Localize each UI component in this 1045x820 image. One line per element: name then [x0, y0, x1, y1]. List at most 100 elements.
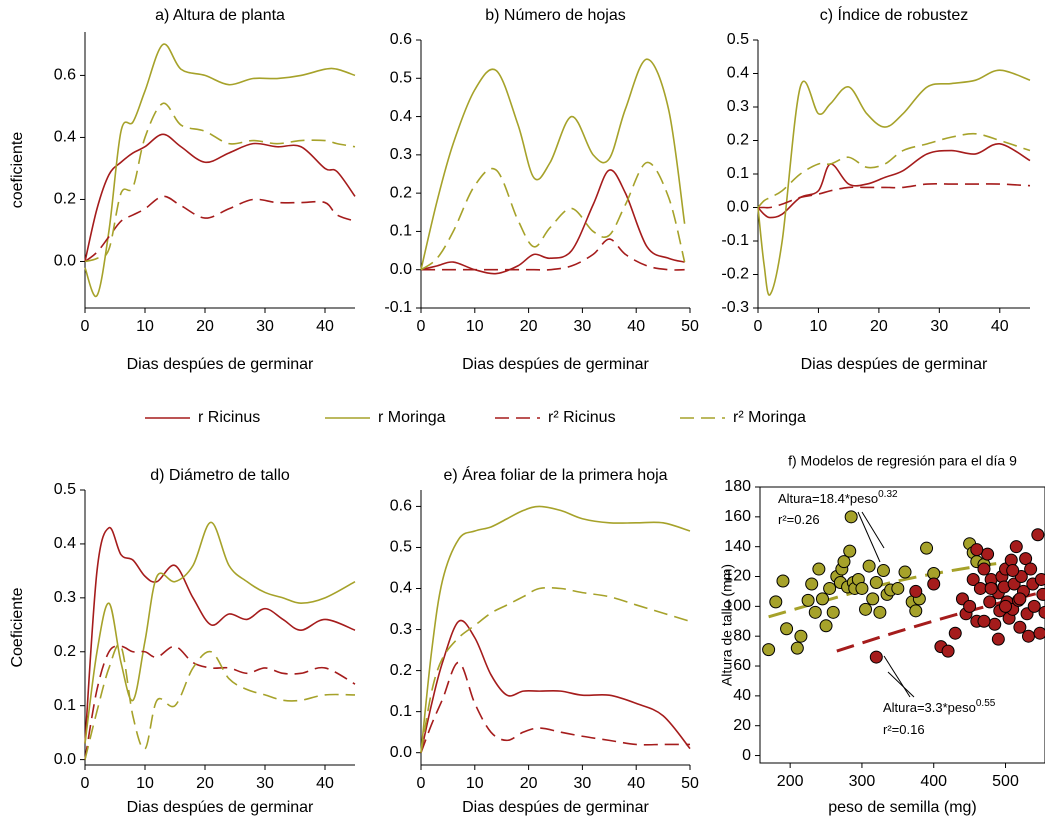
x-tick-label: 40	[316, 775, 334, 792]
data-point	[963, 599, 977, 613]
series-line	[84, 195, 356, 263]
data-point	[909, 584, 923, 598]
y-tick-label: -0.3	[721, 299, 749, 316]
panel: d) Diámetro de tallo 0.0 0.1 0.2 0.3 0.4 0.5 0 1…	[9, 467, 356, 816]
data-point	[876, 564, 890, 578]
x-tick-label: 30	[574, 318, 592, 335]
y-tick-label: -0.1	[721, 232, 749, 249]
y-tick-label: 0.3	[390, 621, 412, 638]
x-tick-label: 0	[754, 318, 763, 335]
chart-title: a) Altura de planta	[155, 7, 285, 24]
data-point	[815, 592, 829, 606]
data-point	[855, 581, 869, 595]
data-point	[970, 543, 984, 557]
data-point	[869, 575, 883, 589]
x-tick-label: 400	[920, 773, 947, 790]
x-tick-label: 10	[466, 318, 484, 335]
x-tick-label: 500	[992, 773, 1019, 790]
x-tick-label: 40	[991, 318, 1009, 335]
chart-title: e) Área foliar de la primera hoja	[443, 465, 667, 484]
arrow	[861, 511, 885, 549]
data-point	[843, 544, 857, 558]
annotation: Altura=18.4*peso0.32	[778, 489, 898, 507]
arrow	[857, 511, 881, 563]
data-point	[988, 617, 1002, 631]
series-line	[420, 586, 691, 753]
y-tick-label: 0.2	[390, 662, 412, 679]
legend: r Ricinus r Moringa r² Ricinus r² Moringa	[145, 409, 806, 426]
x-tick-label: 0	[417, 318, 426, 335]
data-point	[898, 565, 912, 579]
plot-area	[762, 510, 1045, 664]
y-tick-label: 0.4	[390, 580, 412, 597]
data-point	[780, 622, 794, 636]
y-axis-label: coeficiente	[9, 132, 26, 209]
y-tick-label: 0.1	[727, 165, 749, 182]
x-tick-label: 20	[520, 318, 538, 335]
data-point	[966, 572, 980, 586]
x-tick-label: 50	[681, 775, 699, 792]
data-point	[1031, 528, 1045, 542]
y-tick-label: 0.5	[390, 70, 412, 87]
annotation: Altura=3.3*peso0.55	[883, 698, 996, 716]
x-tick-label: 30	[930, 318, 948, 335]
y-tick-label: 80	[733, 627, 751, 644]
data-point	[977, 562, 991, 576]
x-tick-label: 0	[81, 318, 90, 335]
data-point	[801, 593, 815, 607]
x-axis-label: Dias despúes de germinar	[127, 356, 314, 373]
series-line	[420, 619, 691, 753]
y-tick-label: 0.3	[727, 98, 749, 115]
annotation-text: Altura=18.4*peso	[778, 491, 878, 506]
data-point	[808, 605, 822, 619]
x-tick-label: 30	[574, 775, 592, 792]
data-point	[790, 641, 804, 655]
x-axis-label: Dias despúes de germinar	[462, 799, 649, 816]
annotation-arrows	[857, 511, 915, 698]
x-tick-label: 10	[466, 775, 484, 792]
axes	[84, 490, 355, 766]
y-tick-label: 140	[724, 538, 751, 555]
y-tick-label: 160	[724, 508, 751, 525]
y-tick-label: 0.0	[727, 199, 749, 216]
x-axis-label: Dias despúes de germinar	[801, 356, 988, 373]
panel: a) Altura de planta 0.0 0.2 0.4 0.6 0 10 20 30 40…	[9, 7, 356, 373]
series-line	[420, 505, 691, 753]
series-line	[84, 521, 356, 744]
y-tick-label: 0.2	[727, 132, 749, 149]
y-tick-label: 0.4	[390, 108, 412, 125]
chart-title: d) Diámetro de tallo	[150, 467, 290, 484]
data-point	[927, 577, 941, 591]
y-tick-label: 0.0	[390, 744, 412, 761]
y-axis-label: Coeficiente	[9, 587, 26, 667]
x-tick-label: 10	[136, 318, 154, 335]
x-axis-label: Dias despúes de germinar	[127, 799, 314, 816]
y-tick-label: 0.0	[54, 253, 76, 270]
data-point	[1019, 552, 1033, 566]
chart-title: b) Número de hojas	[485, 7, 626, 24]
x-axis-label: peso de semilla (mg)	[828, 799, 977, 816]
data-point	[1013, 620, 1027, 634]
data-point	[891, 581, 905, 595]
x-tick-label: 300	[849, 773, 876, 790]
data-point	[769, 595, 783, 609]
data-point	[1027, 599, 1041, 613]
arrow	[883, 655, 911, 698]
y-tick-label: 0.0	[54, 751, 76, 768]
data-point	[837, 555, 851, 569]
data-point	[1034, 572, 1045, 586]
data-point	[805, 577, 819, 591]
plot-frame	[759, 486, 1045, 764]
y-tick-label: 0.6	[390, 498, 412, 515]
series-line	[420, 661, 690, 753]
axes	[84, 32, 355, 309]
data-point	[984, 581, 998, 595]
annotation: r²=0.16	[883, 722, 925, 737]
x-tick-label: 20	[196, 775, 214, 792]
y-tick-label: -0.2	[721, 266, 749, 283]
panel: e) Área foliar de la primera hoja 0.0 0.1 0…	[390, 465, 699, 816]
series-line	[420, 58, 686, 270]
series-line	[84, 645, 356, 760]
y-tick-label: 0.3	[390, 146, 412, 163]
data-point	[948, 626, 962, 640]
